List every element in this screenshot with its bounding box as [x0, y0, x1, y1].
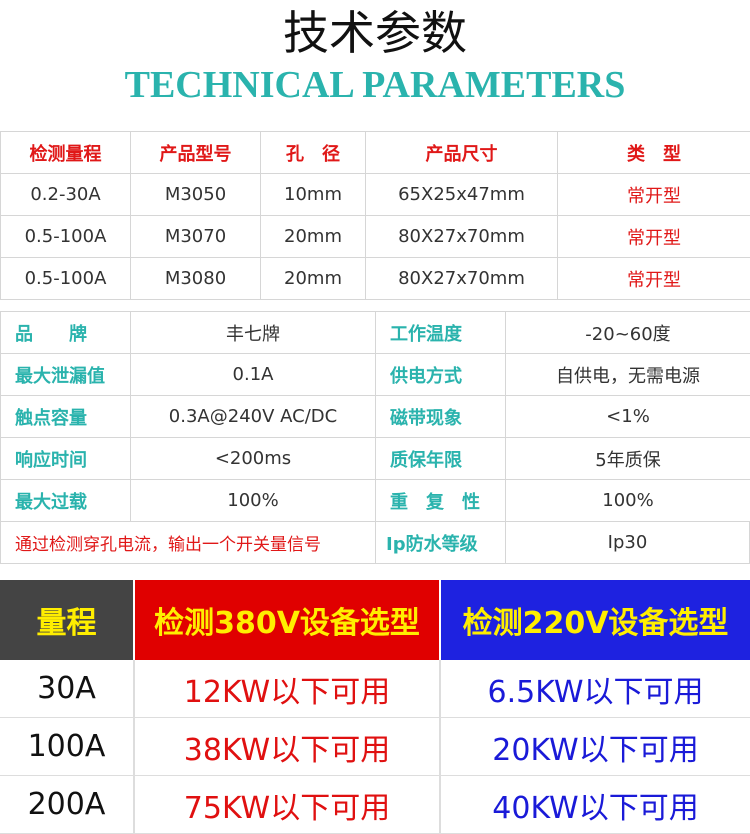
spec-cell: M3070	[130, 215, 261, 258]
prop-label: 磁带现象	[375, 395, 506, 438]
selection-cell: 30A	[0, 660, 135, 718]
prop-label: 质保年限	[375, 437, 506, 480]
prop-label: 响应时间	[0, 437, 131, 480]
spec-header-cell: 类 型	[557, 131, 750, 174]
spec-cell: 常开型	[557, 215, 750, 258]
spec-cell: 65X25x47mm	[365, 173, 558, 216]
selection-cell: 40KW以下可用	[441, 776, 750, 834]
prop-value: <200ms	[130, 437, 376, 480]
selection-cell: 20KW以下可用	[441, 718, 750, 776]
prop-value: 0.1A	[130, 353, 376, 396]
prop-label: 触点容量	[0, 395, 131, 438]
prop-value: 100%	[130, 479, 376, 522]
spec-cell: 常开型	[557, 257, 750, 300]
prop-note: 通过检测穿孔电流，输出一个开关量信号	[0, 521, 376, 564]
spec-cell: 20mm	[260, 215, 366, 258]
spec-cell: 20mm	[260, 257, 366, 300]
prop-value: -20~60度	[505, 311, 750, 354]
spec-cell: 10mm	[260, 173, 366, 216]
prop-label: Ip防水等级	[375, 521, 506, 564]
prop-value: <1%	[505, 395, 750, 438]
selection-cell: 12KW以下可用	[135, 660, 441, 718]
subtitle: TECHNICAL PARAMETERS	[124, 64, 626, 106]
selection-header-cell: 检测380V设备选型	[135, 580, 439, 660]
prop-label: 重 复 性	[375, 479, 506, 522]
spec-cell: 常开型	[557, 173, 750, 216]
prop-value: 0.3A@240V AC/DC	[130, 395, 376, 438]
selection-header-cell: 量程	[0, 580, 133, 660]
spec-cell: 80X27x70mm	[365, 257, 558, 300]
spec-cell: 80X27x70mm	[365, 215, 558, 258]
selection-cell: 100A	[0, 718, 135, 776]
prop-label: 最大泄漏值	[0, 353, 131, 396]
selection-header-cell: 检测220V设备选型	[441, 580, 750, 660]
prop-label: 供电方式	[375, 353, 506, 396]
spec-cell: M3050	[130, 173, 261, 216]
spec-cell: 0.5-100A	[0, 215, 131, 258]
prop-value: 100%	[505, 479, 750, 522]
spec-header-cell: 孔 径	[260, 131, 366, 174]
spec-cell: 0.2-30A	[0, 173, 131, 216]
spec-cell: M3080	[130, 257, 261, 300]
prop-label: 工作温度	[375, 311, 506, 354]
prop-label: 品 牌	[0, 311, 131, 354]
prop-value: Ip30	[505, 521, 750, 564]
spec-cell: 0.5-100A	[0, 257, 131, 300]
spec-header-cell: 产品尺寸	[365, 131, 558, 174]
spec-header-cell: 产品型号	[130, 131, 261, 174]
prop-value: 丰七牌	[130, 311, 376, 354]
selection-cell: 75KW以下可用	[135, 776, 441, 834]
prop-value: 自供电，无需电源	[505, 353, 750, 396]
selection-cell: 200A	[0, 776, 135, 834]
prop-label: 最大过载	[0, 479, 131, 522]
prop-value: 5年质保	[505, 437, 750, 480]
title: 技术参数	[283, 6, 467, 60]
spec-header-cell: 检测量程	[0, 131, 131, 174]
selection-cell: 6.5KW以下可用	[441, 660, 750, 718]
selection-cell: 38KW以下可用	[135, 718, 441, 776]
